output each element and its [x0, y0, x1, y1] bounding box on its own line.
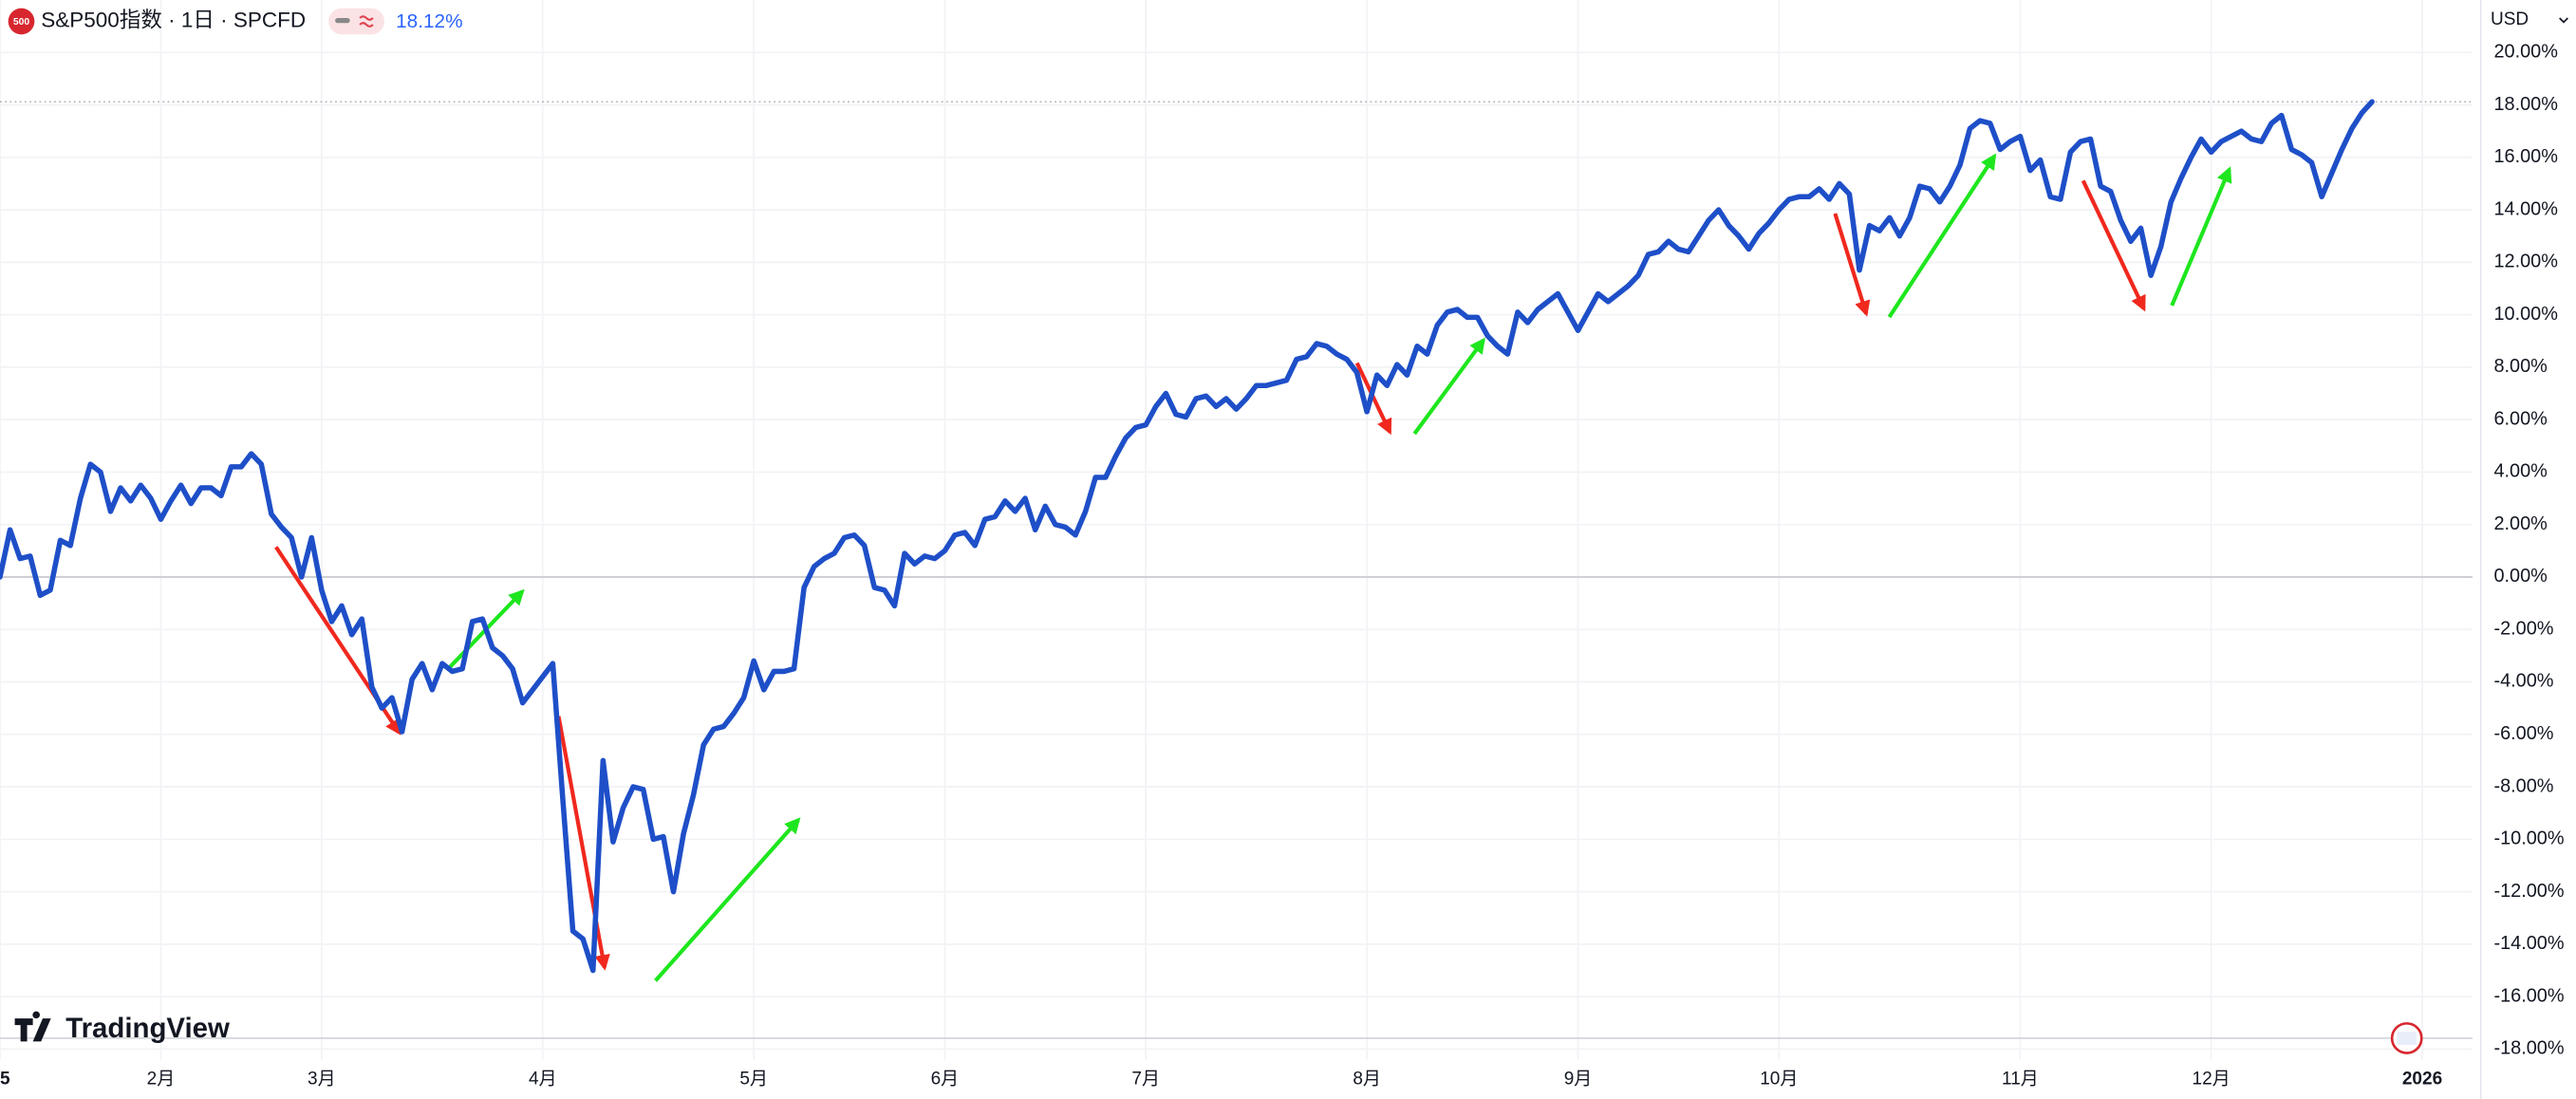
y-tick-label: 6.00%: [2493, 408, 2547, 429]
header: 500 S&P500指数 · 1日 · SPCFD 18.12% USD: [8, 8, 2568, 35]
y-tick-label: -8.00%: [2493, 775, 2553, 796]
currency-chevron[interactable]: [2559, 17, 2568, 24]
x-tick-label: 5月: [739, 1069, 768, 1089]
status-pill[interactable]: [328, 8, 385, 35]
brand: TradingView: [14, 1011, 2423, 1054]
x-tick-label: 9月: [1564, 1069, 1593, 1089]
status-icon: [359, 15, 374, 28]
price-line: [0, 99, 2375, 974]
x-tick-label: 7月: [1131, 1069, 1160, 1089]
green-arrow: [654, 817, 801, 982]
y-tick-label: 10.00%: [2493, 304, 2557, 325]
green-arrow: [1412, 337, 1485, 436]
brand-logo: [14, 1011, 51, 1042]
y-tick-label: -14.00%: [2493, 933, 2564, 954]
y-tick-label: 14.00%: [2493, 198, 2557, 219]
x-tick-label: 3月: [308, 1069, 336, 1089]
status-icon: [335, 18, 350, 24]
y-tick-label: 0.00%: [2493, 566, 2547, 587]
chart-title: S&P500指数 · 1日 · SPCFD: [41, 8, 306, 31]
region-flag: [2397, 1032, 2417, 1045]
x-tick-label: 10月: [1760, 1069, 1798, 1089]
y-tick-label: 4.00%: [2493, 461, 2547, 482]
change-label: 18.12%: [396, 10, 462, 32]
y-tick-label: 18.00%: [2493, 94, 2557, 115]
x-tick-label: 12月: [2193, 1069, 2231, 1089]
symbol-icon: [8, 8, 35, 35]
x-tick-label: 4月: [529, 1069, 557, 1089]
y-tick-label: -12.00%: [2493, 881, 2564, 902]
y-tick-label: 20.00%: [2493, 42, 2557, 63]
y-tick-label: -4.00%: [2493, 671, 2553, 692]
x-tick-label: 2026: [2402, 1069, 2442, 1089]
y-tick-label: -6.00%: [2493, 723, 2553, 744]
y-tick-label: 2.00%: [2493, 513, 2547, 534]
y-tick-label: -10.00%: [2493, 829, 2564, 849]
green-arrow: [2170, 166, 2232, 307]
green-arrow: [1887, 153, 1997, 319]
y-tick-label: -16.00%: [2493, 985, 2564, 1006]
y-tick-label: -18.00%: [2493, 1038, 2564, 1059]
y-tick-label: 12.00%: [2493, 251, 2557, 272]
y-tick-label: -2.00%: [2493, 618, 2553, 639]
x-tick-label: 6月: [931, 1069, 960, 1089]
y-tick-label: 8.00%: [2493, 356, 2547, 377]
x-tick-label: 2月: [147, 1069, 176, 1089]
currency[interactable]: USD: [2491, 9, 2529, 29]
x-tick-label: 25: [0, 1069, 10, 1089]
x-tick-label: 11月: [2002, 1069, 2039, 1089]
y-tick-label: 16.00%: [2493, 146, 2557, 167]
red-arrow: [2081, 179, 2146, 312]
brand-name: TradingView: [65, 1013, 230, 1044]
x-tick-label: 8月: [1353, 1069, 1381, 1089]
symbol-icon-text: 500: [13, 17, 30, 28]
red-arrow: [1833, 213, 1871, 317]
